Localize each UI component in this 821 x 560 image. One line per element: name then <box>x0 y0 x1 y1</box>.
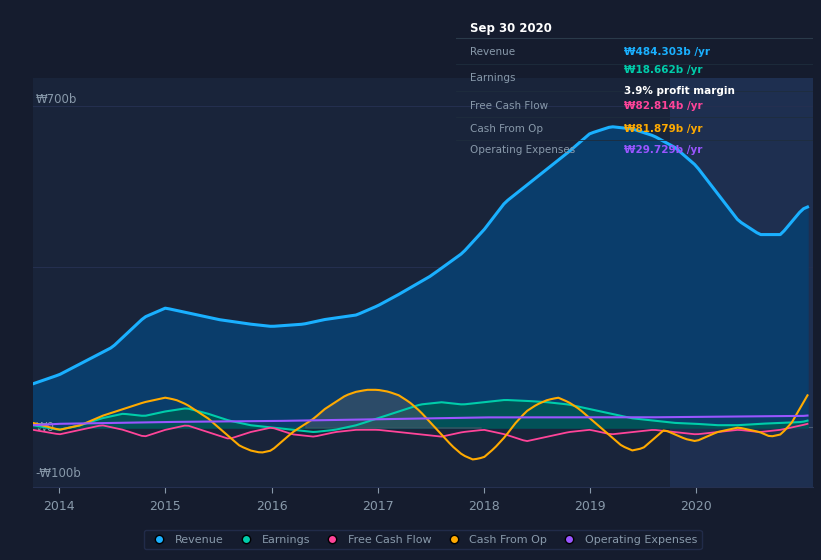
Text: ₩29.729b /yr: ₩29.729b /yr <box>623 145 702 155</box>
Text: Sep 30 2020: Sep 30 2020 <box>470 22 552 35</box>
Legend: Revenue, Earnings, Free Cash Flow, Cash From Op, Operating Expenses: Revenue, Earnings, Free Cash Flow, Cash … <box>144 530 702 549</box>
Text: ₩18.662b /yr: ₩18.662b /yr <box>623 65 702 75</box>
Text: ₩700b: ₩700b <box>35 93 76 106</box>
Text: Free Cash Flow: Free Cash Flow <box>470 101 548 111</box>
Text: ₩82.814b /yr: ₩82.814b /yr <box>623 101 702 111</box>
Text: Revenue: Revenue <box>470 47 515 57</box>
Text: ₩484.303b /yr: ₩484.303b /yr <box>623 47 709 57</box>
Text: ₩81.879b /yr: ₩81.879b /yr <box>623 124 702 134</box>
Text: 3.9% profit margin: 3.9% profit margin <box>623 86 734 96</box>
Text: Cash From Op: Cash From Op <box>470 124 543 134</box>
Text: Earnings: Earnings <box>470 73 516 83</box>
Text: -₩100b: -₩100b <box>35 467 81 480</box>
Bar <box>670 78 813 487</box>
Text: ₩0: ₩0 <box>35 421 54 434</box>
Text: Operating Expenses: Operating Expenses <box>470 145 576 155</box>
